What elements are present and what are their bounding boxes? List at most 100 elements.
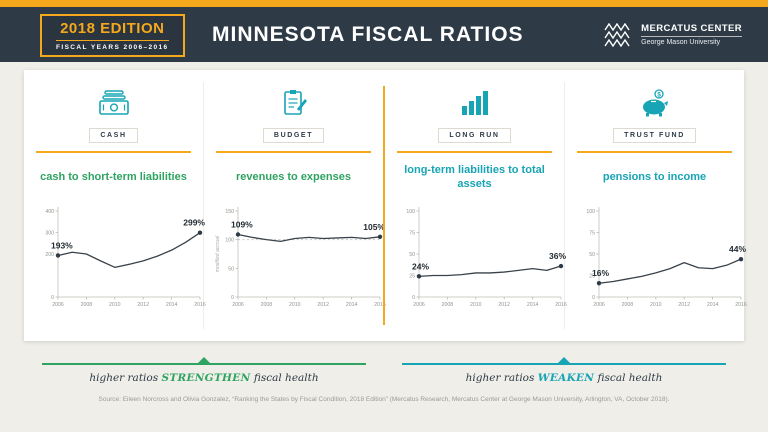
svg-text:2006: 2006 — [593, 302, 605, 308]
line-chart-long-run: 0 25 50 75 100 2006 2008 2010 2012 2014 2016 24% 36% — [393, 197, 567, 329]
svg-text:2008: 2008 — [622, 302, 634, 308]
strengthen-keyword: STRENGTHEN — [161, 372, 251, 384]
svg-text:2012: 2012 — [498, 302, 510, 308]
edition-label: 2018 EDITION — [60, 20, 165, 37]
fiscal-years-label: FISCAL YEARS 2006–2016 — [56, 44, 169, 51]
strengthen-suffix: fiscal health — [250, 372, 319, 384]
strengthen-text: higher ratios STRENGTHEN fiscal health — [38, 372, 370, 384]
svg-text:2012: 2012 — [317, 302, 329, 308]
logo-sub: George Mason University — [641, 36, 742, 46]
up-triangle-icon — [556, 357, 572, 365]
panel-long-run: LONG RUN long-term liabilities to total … — [385, 82, 567, 329]
chart-title-budget: revenues to expenses — [236, 171, 351, 184]
svg-text:2014: 2014 — [527, 302, 539, 308]
svg-text:50: 50 — [589, 252, 595, 258]
long-run-bars-icon — [461, 91, 488, 115]
chart-title-long-run: long-term liabilities to total assets — [404, 164, 545, 190]
category-underline — [36, 151, 191, 153]
svg-text:2006: 2006 — [52, 302, 64, 308]
budget-icon-wrap — [212, 82, 375, 124]
line-chart-budget: 0 50 100 150 2006 2008 2010 2012 2014 2016 modifie… — [212, 197, 386, 329]
line-chart-trust-fund: 0 25 50 75 100 2006 2008 2010 2012 2014 2016 16% 44% — [573, 197, 747, 329]
svg-text:2008: 2008 — [261, 302, 273, 308]
badge-divider — [56, 40, 169, 41]
chart-title-trust-fund: pensions to income — [602, 171, 707, 184]
weaken-half: LONG RUN long-term liabilities to total … — [385, 82, 747, 329]
cash-icon — [98, 90, 129, 115]
strengthen-line — [42, 357, 366, 365]
svg-text:300: 300 — [45, 231, 54, 237]
svg-text:2010: 2010 — [109, 302, 121, 308]
svg-text:0: 0 — [231, 295, 234, 301]
infographic: 2018 EDITION FISCAL YEARS 2006–2016 MINN… — [0, 0, 768, 403]
svg-text:193%: 193% — [51, 241, 73, 251]
svg-text:modified accrual: modified accrual — [215, 235, 221, 272]
category-badge-budget: BUDGET — [262, 128, 325, 143]
svg-text:2014: 2014 — [166, 302, 178, 308]
source-citation: Source: Eileen Norcross and Olivia Gonza… — [98, 396, 670, 403]
svg-text:2016: 2016 — [555, 302, 567, 308]
svg-text:200: 200 — [45, 252, 54, 258]
svg-text:2010: 2010 — [470, 302, 482, 308]
weaken-guide: higher ratios WEAKEN fiscal health — [384, 355, 744, 384]
up-triangle-icon — [196, 357, 212, 365]
weaken-text: higher ratios WEAKEN fiscal health — [398, 372, 730, 384]
logo-text: MERCATUS CENTER George Mason University — [641, 23, 742, 46]
svg-text:2016: 2016 — [374, 302, 386, 308]
svg-text:2014: 2014 — [707, 302, 719, 308]
svg-text:2006: 2006 — [413, 302, 425, 308]
svg-text:2008: 2008 — [442, 302, 454, 308]
svg-text:0: 0 — [51, 295, 54, 301]
svg-text:100: 100 — [406, 209, 415, 215]
center-divider — [383, 86, 385, 325]
cash-icon-wrap — [32, 82, 195, 124]
legend-row: higher ratios STRENGTHEN fiscal health h… — [24, 355, 744, 384]
svg-text:24%: 24% — [412, 261, 429, 271]
top-accent-strip — [0, 0, 768, 7]
svg-text:2010: 2010 — [289, 302, 301, 308]
charts-card: CASH cash to short-term liabilities 0 200… — [24, 70, 747, 341]
strengthen-prefix: higher ratios — [89, 372, 162, 384]
svg-text:400: 400 — [45, 209, 54, 215]
svg-text:50: 50 — [409, 252, 415, 258]
svg-text:36%: 36% — [549, 251, 566, 261]
svg-text:2014: 2014 — [346, 302, 358, 308]
svg-text:105%: 105% — [363, 222, 385, 232]
strengthen-half: CASH cash to short-term liabilities 0 200… — [24, 82, 386, 329]
svg-text:25: 25 — [589, 274, 595, 280]
svg-text:299%: 299% — [183, 218, 205, 228]
svg-text:2012: 2012 — [678, 302, 690, 308]
svg-text:100: 100 — [225, 238, 234, 244]
panel-budget: BUDGET revenues to expenses 0 50 100 150 200… — [204, 82, 386, 329]
svg-text:75: 75 — [409, 231, 415, 237]
svg-text:25: 25 — [409, 274, 415, 280]
chart-title-cash: cash to short-term liabilities — [40, 171, 187, 184]
svg-text:2016: 2016 — [194, 302, 206, 308]
mercatus-logo-icon — [604, 22, 630, 47]
weaken-suffix: fiscal health — [594, 372, 663, 384]
logo-name: MERCATUS CENTER — [641, 23, 742, 34]
long-run-icon-wrap — [393, 82, 556, 124]
svg-text:2012: 2012 — [137, 302, 149, 308]
category-badge-cash: CASH — [89, 128, 138, 143]
svg-text:0: 0 — [592, 295, 595, 301]
budget-icon — [283, 90, 307, 115]
category-badge-long-run: LONG RUN — [438, 128, 511, 143]
svg-text:2016: 2016 — [735, 302, 747, 308]
weaken-line — [402, 357, 726, 365]
category-badge-trust-fund: TRUST FUND — [613, 128, 696, 143]
svg-text:$: $ — [657, 91, 661, 98]
weaken-prefix: higher ratios — [465, 372, 538, 384]
panel-cash: CASH cash to short-term liabilities 0 200… — [24, 82, 206, 329]
category-underline — [577, 151, 732, 153]
piggy-bank-icon: $ — [642, 89, 668, 117]
header: 2018 EDITION FISCAL YEARS 2006–2016 MINN… — [0, 7, 768, 62]
svg-text:75: 75 — [589, 231, 595, 237]
mercatus-logo: MERCATUS CENTER George Mason University — [604, 22, 742, 47]
strengthen-guide: higher ratios STRENGTHEN fiscal health — [24, 355, 384, 384]
trust-fund-icon-wrap: $ — [573, 82, 736, 124]
svg-text:2010: 2010 — [650, 302, 662, 308]
edition-badge: 2018 EDITION FISCAL YEARS 2006–2016 — [40, 14, 185, 57]
svg-text:2008: 2008 — [81, 302, 93, 308]
weaken-keyword: WEAKEN — [537, 372, 595, 384]
